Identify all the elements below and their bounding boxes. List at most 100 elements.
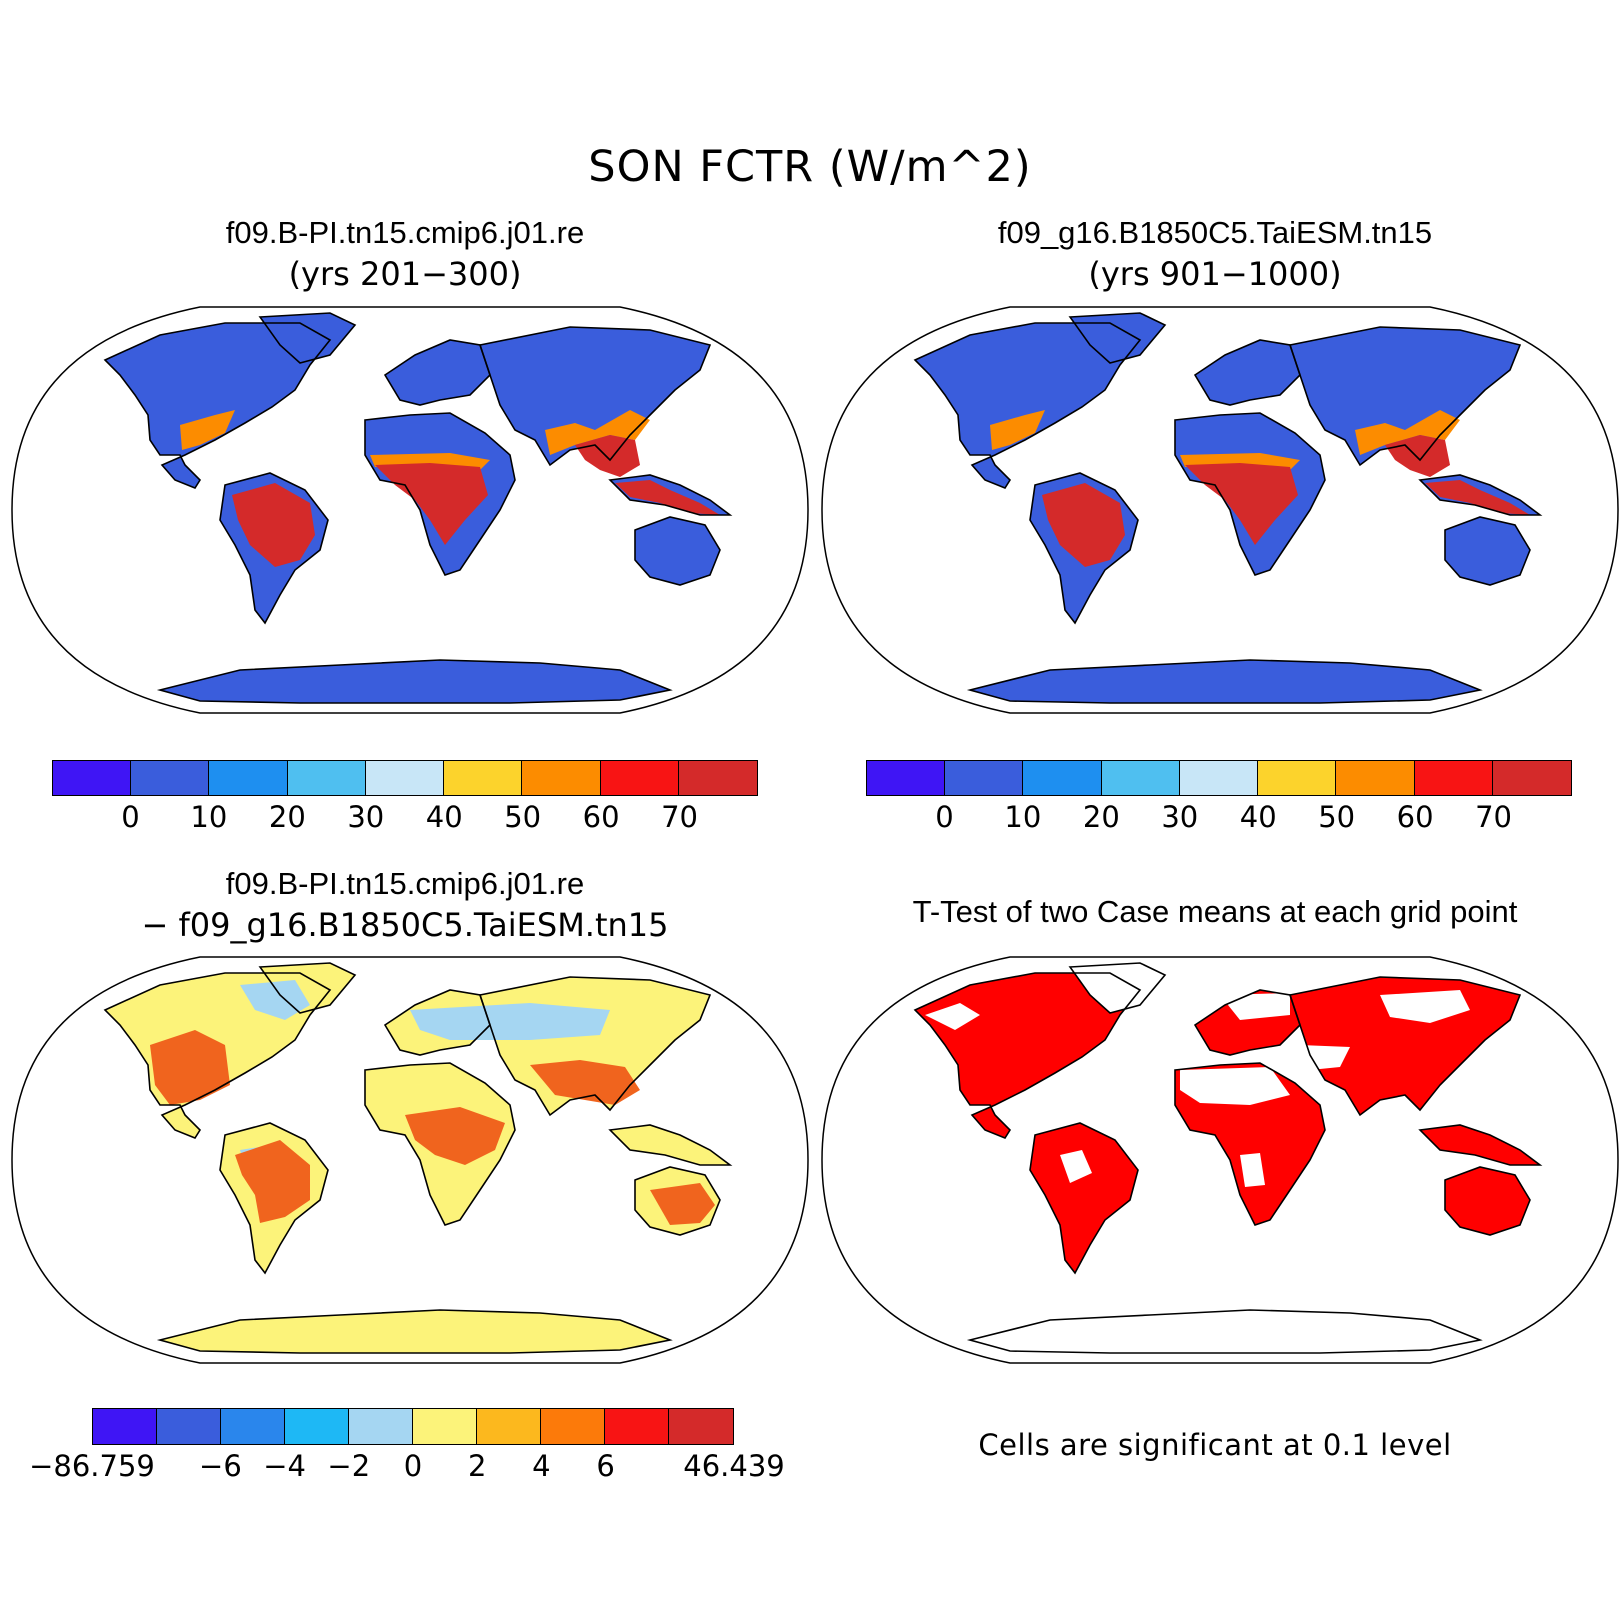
coastline bbox=[156, 1309, 673, 1354]
diff-subtitle: − f09_g16.B1850C5.TaiESM.tn15 bbox=[141, 906, 669, 944]
coastline bbox=[1174, 412, 1326, 576]
case2-subtitle: (yrs 901−1000) bbox=[1088, 255, 1342, 293]
land-northAmerica bbox=[915, 323, 1140, 488]
warm-region bbox=[180, 410, 235, 450]
colorbar-swatch bbox=[867, 761, 946, 795]
case2-colorbar bbox=[866, 760, 1572, 796]
land-antarctica bbox=[970, 660, 1480, 703]
colorbar-tick-label: 0 bbox=[935, 800, 954, 834]
non-significant-area bbox=[1380, 990, 1470, 1023]
case1-title: f09.B-PI.tn15.cmip6.j01.re bbox=[225, 215, 585, 250]
colorbar-tick-label: 4 bbox=[532, 1449, 551, 1483]
tropical-region bbox=[232, 483, 315, 567]
diff-title: f09.B-PI.tn15.cmip6.j01.re bbox=[225, 866, 585, 901]
colorbar-tick-label: 40 bbox=[1239, 800, 1277, 834]
coastline bbox=[364, 412, 516, 576]
colorbar-tick-label: 30 bbox=[347, 800, 385, 834]
non-significant-area bbox=[1060, 1150, 1092, 1183]
non-significant-area bbox=[1180, 1067, 1290, 1105]
colorbar-tick-label: 20 bbox=[1082, 800, 1120, 834]
coastline bbox=[219, 472, 329, 625]
colorbar-tick-label: 0 bbox=[121, 800, 140, 834]
colorbar-swatch bbox=[413, 1409, 477, 1444]
land-greenland bbox=[260, 313, 355, 363]
positive-anomaly bbox=[150, 1030, 230, 1105]
land-greenland bbox=[260, 963, 355, 1013]
colorbar-swatch bbox=[605, 1409, 669, 1444]
colorbar-swatch bbox=[669, 1409, 733, 1444]
colorbar-swatch bbox=[1179, 761, 1259, 795]
colorbar-swatch bbox=[541, 1409, 605, 1444]
diff-colorbar bbox=[92, 1408, 734, 1445]
colorbar-swatch bbox=[600, 761, 679, 795]
land-antarctica bbox=[160, 660, 670, 703]
coastline bbox=[634, 1166, 721, 1236]
coastline bbox=[1068, 962, 1167, 1014]
warm-region bbox=[990, 410, 1045, 450]
colorbar-tick-label: −4 bbox=[263, 1449, 306, 1483]
coastline bbox=[1174, 1062, 1326, 1226]
colorbar-tick-label: 50 bbox=[504, 800, 542, 834]
colorbar-swatch bbox=[287, 761, 366, 795]
colorbar-tick-label: 50 bbox=[1318, 800, 1356, 834]
case2-title: f09_g16.B1850C5.TaiESM.tn15 bbox=[997, 215, 1433, 250]
coastline bbox=[913, 972, 1142, 1139]
colorbar-tick-label: 60 bbox=[582, 800, 620, 834]
figure-title: SON FCTR (W/m^2) bbox=[588, 142, 1032, 192]
land-australia bbox=[1445, 517, 1530, 585]
coastline bbox=[1288, 976, 1522, 1117]
land-maritime bbox=[610, 1125, 730, 1165]
colorbar-swatch bbox=[209, 761, 288, 795]
colorbar-tick-label: 0 bbox=[403, 1449, 423, 1483]
colorbar-tick-label: −2 bbox=[327, 1449, 371, 1483]
land-europe bbox=[1195, 340, 1300, 405]
land-greenland bbox=[1070, 313, 1165, 363]
colorbar-tick-label: 2 bbox=[467, 1449, 487, 1483]
colorbar-swatch bbox=[444, 761, 523, 795]
land-australia bbox=[1445, 1167, 1530, 1235]
colorbar-tick-label: 10 bbox=[1004, 800, 1042, 834]
coastline bbox=[1029, 1122, 1139, 1275]
coastline bbox=[219, 1122, 329, 1275]
positive-anomaly bbox=[405, 1107, 505, 1165]
coastline bbox=[1193, 989, 1301, 1056]
colorbar-swatch bbox=[349, 1409, 413, 1444]
colorbar-tick-label: 30 bbox=[1161, 800, 1199, 834]
significance-note: Cells are significant at 0.1 level bbox=[978, 1428, 1452, 1462]
tropical-region bbox=[1185, 463, 1298, 545]
positive-anomaly bbox=[530, 1060, 640, 1105]
colorbar-swatch bbox=[678, 761, 757, 795]
map-border bbox=[821, 306, 1619, 714]
tropical-region bbox=[375, 463, 488, 545]
coastline bbox=[364, 1062, 516, 1226]
land-northAmerica bbox=[105, 323, 330, 488]
land-asia bbox=[1290, 327, 1520, 465]
colorbar-tick-label: 70 bbox=[661, 800, 698, 834]
coastline bbox=[1068, 312, 1167, 364]
case1-map bbox=[11, 306, 809, 714]
coastline bbox=[913, 322, 1142, 489]
non-significant-area bbox=[1300, 1045, 1350, 1070]
colorbar-swatch bbox=[285, 1409, 349, 1444]
diff-map bbox=[11, 956, 809, 1364]
warm-region bbox=[1355, 410, 1460, 455]
colorbar-swatch bbox=[1492, 761, 1571, 795]
colorbar-tick-label: 60 bbox=[1396, 800, 1434, 834]
case1-subtitle: (yrs 201−300) bbox=[288, 255, 522, 293]
coastline bbox=[258, 312, 357, 364]
land-europe bbox=[385, 340, 490, 405]
coastline bbox=[1418, 474, 1543, 516]
coastline bbox=[608, 474, 733, 516]
colorbar-tick-label: 6 bbox=[596, 1449, 615, 1483]
colorbar-swatch bbox=[131, 761, 210, 795]
coastline bbox=[634, 516, 721, 586]
warm-region bbox=[545, 410, 650, 455]
colorbar-tick-label: 70 bbox=[1475, 800, 1512, 834]
map-border bbox=[11, 956, 809, 1364]
map-border bbox=[821, 956, 1619, 1364]
non-significant-area bbox=[1240, 1153, 1265, 1187]
positive-anomaly bbox=[650, 1183, 715, 1225]
coastline bbox=[103, 972, 332, 1139]
colorbar-swatch bbox=[1336, 761, 1415, 795]
colorbar-tick-label: 20 bbox=[268, 800, 306, 834]
